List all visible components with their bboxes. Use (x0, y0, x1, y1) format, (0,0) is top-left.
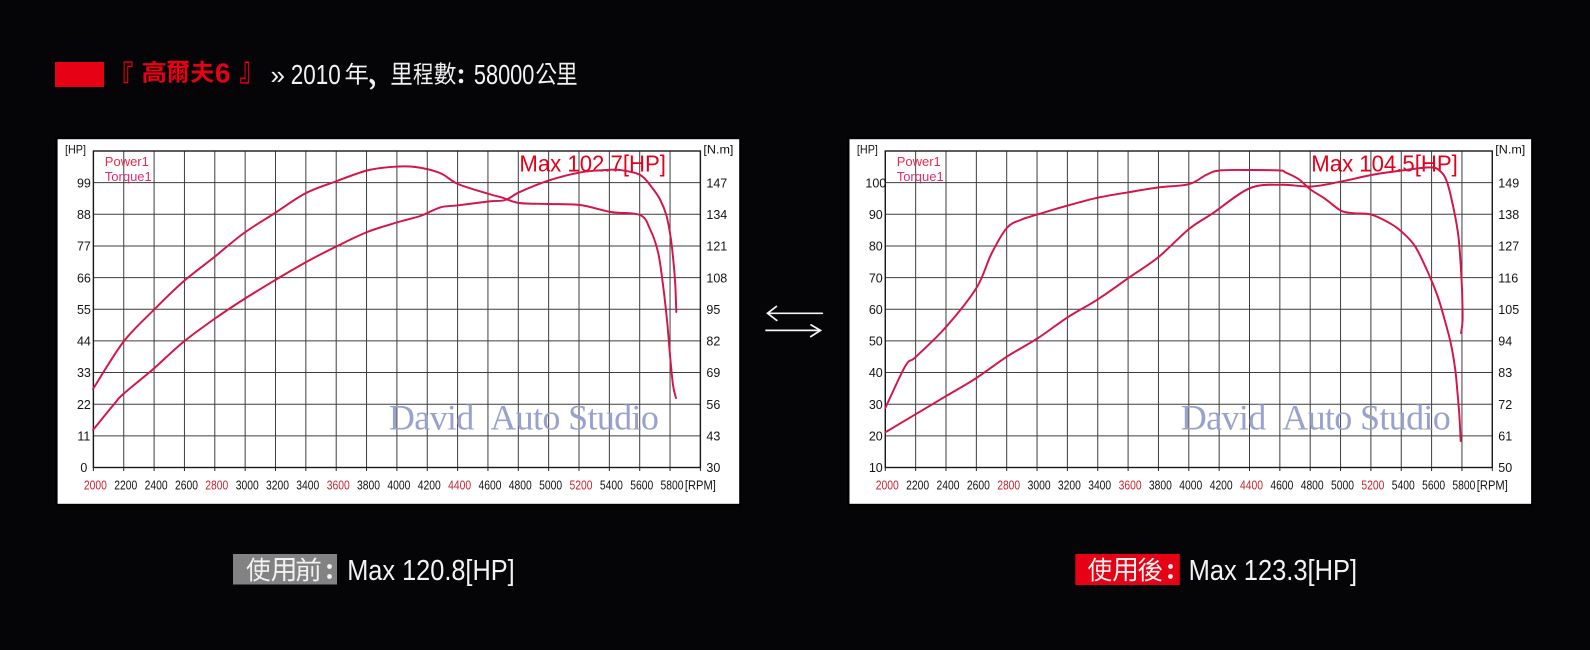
svg-text:5400: 5400 (1392, 479, 1415, 493)
svg-text:[RPM]: [RPM] (685, 479, 716, 493)
svg-text:4200: 4200 (1210, 479, 1233, 493)
svg-text:5200: 5200 (1361, 479, 1384, 493)
svg-text:4800: 4800 (509, 479, 532, 493)
svg-text:3200: 3200 (266, 479, 289, 493)
svg-text:50: 50 (869, 335, 883, 349)
svg-text:David Auto Studio: David Auto Studio (1181, 398, 1451, 438)
svg-text:58000: 58000 (474, 59, 535, 90)
svg-text:2400: 2400 (145, 479, 168, 493)
svg-text:[HP]: [HP] (857, 143, 878, 157)
svg-text:88: 88 (77, 208, 91, 222)
svg-text:72: 72 (1498, 398, 1512, 412)
svg-text:94: 94 (1498, 335, 1512, 349)
svg-text:4200: 4200 (418, 479, 441, 493)
svg-text:69: 69 (706, 366, 720, 380)
svg-text:4000: 4000 (1179, 479, 1202, 493)
svg-text:4600: 4600 (1270, 479, 1293, 493)
svg-text:43: 43 (706, 430, 720, 444)
svg-text:5400: 5400 (600, 479, 623, 493)
svg-text:60: 60 (869, 303, 883, 317)
svg-text:22: 22 (77, 398, 91, 412)
svg-text:95: 95 (706, 303, 720, 317)
svg-text:138: 138 (1498, 208, 1519, 222)
svg-text:4400: 4400 (1240, 479, 1263, 493)
svg-text:[N.m]: [N.m] (703, 143, 733, 157)
svg-text:99: 99 (77, 176, 91, 190)
svg-text:56: 56 (706, 398, 720, 412)
svg-text:4000: 4000 (387, 479, 410, 493)
svg-text:134: 134 (706, 208, 727, 222)
svg-text:»: » (271, 60, 285, 90)
svg-text:66: 66 (77, 271, 91, 285)
svg-text:Power1: Power1 (105, 154, 149, 169)
svg-text:4400: 4400 (448, 479, 471, 493)
svg-text:70: 70 (869, 271, 883, 285)
svg-text:3000: 3000 (1028, 479, 1051, 493)
svg-text:4800: 4800 (1301, 479, 1324, 493)
svg-text:116: 116 (1498, 271, 1518, 285)
svg-text:3600: 3600 (327, 479, 350, 493)
svg-text:3200: 3200 (1058, 479, 1081, 493)
svg-text:90: 90 (869, 208, 883, 222)
svg-text:2200: 2200 (906, 479, 929, 493)
svg-text:61: 61 (1498, 430, 1512, 444)
svg-text:Torque1: Torque1 (105, 169, 152, 184)
svg-text:82: 82 (706, 335, 720, 349)
svg-text:11: 11 (77, 430, 90, 444)
svg-text:44: 44 (77, 335, 91, 349)
svg-text:5600: 5600 (630, 479, 653, 493)
svg-text:127: 127 (1498, 240, 1519, 254)
svg-text:3800: 3800 (1149, 479, 1172, 493)
svg-text:Max 123.3[HP]: Max 123.3[HP] (1189, 555, 1358, 587)
svg-text:105: 105 (1498, 303, 1519, 317)
svg-text:40: 40 (869, 366, 883, 380)
svg-text:Power1: Power1 (897, 154, 941, 169)
svg-text:108: 108 (706, 271, 727, 285)
svg-text:121: 121 (706, 240, 727, 254)
svg-text:55: 55 (77, 303, 91, 317)
svg-text:100: 100 (865, 176, 886, 190)
svg-text:3000: 3000 (236, 479, 259, 493)
svg-text:5800: 5800 (1452, 479, 1475, 493)
svg-text:Max 120.8[HP]: Max 120.8[HP] (347, 555, 515, 587)
svg-text:147: 147 (706, 176, 727, 190)
svg-text:3600: 3600 (1119, 479, 1142, 493)
svg-text:5200: 5200 (570, 479, 593, 493)
svg-text:77: 77 (77, 240, 91, 254)
svg-text:5000: 5000 (1331, 479, 1354, 493)
svg-text:2600: 2600 (175, 479, 198, 493)
svg-text:33: 33 (77, 366, 91, 380)
svg-text:5800: 5800 (661, 479, 684, 493)
svg-text:30: 30 (869, 398, 883, 412)
svg-text:149: 149 (1498, 176, 1519, 190)
svg-text:3800: 3800 (357, 479, 380, 493)
svg-text:2000: 2000 (84, 479, 107, 493)
svg-text:2010: 2010 (291, 59, 341, 90)
svg-text:2800: 2800 (205, 479, 228, 493)
svg-text:David Auto Studio: David Auto Studio (389, 398, 659, 438)
svg-text:30: 30 (706, 461, 720, 475)
svg-text:[N.m]: [N.m] (1495, 143, 1525, 157)
svg-text:2400: 2400 (937, 479, 960, 493)
svg-text:[HP]: [HP] (65, 143, 86, 157)
svg-text:[RPM]: [RPM] (1477, 479, 1508, 493)
svg-text:3400: 3400 (1088, 479, 1111, 493)
svg-text:83: 83 (1498, 366, 1512, 380)
svg-text:10: 10 (869, 461, 883, 475)
svg-text:3400: 3400 (296, 479, 319, 493)
svg-text:50: 50 (1498, 461, 1512, 475)
svg-text:80: 80 (869, 240, 883, 254)
svg-text:5600: 5600 (1422, 479, 1445, 493)
svg-text:Torque1: Torque1 (897, 169, 944, 184)
svg-text:0: 0 (80, 461, 87, 475)
svg-text:2600: 2600 (967, 479, 990, 493)
svg-text:5000: 5000 (539, 479, 562, 493)
svg-text:Max 102.7[HP]: Max 102.7[HP] (519, 151, 666, 177)
svg-text:2200: 2200 (114, 479, 137, 493)
svg-text:2800: 2800 (997, 479, 1020, 493)
svg-text:6: 6 (215, 57, 231, 88)
svg-text:2000: 2000 (876, 479, 899, 493)
svg-text:4600: 4600 (479, 479, 502, 493)
svg-text:20: 20 (869, 430, 883, 444)
